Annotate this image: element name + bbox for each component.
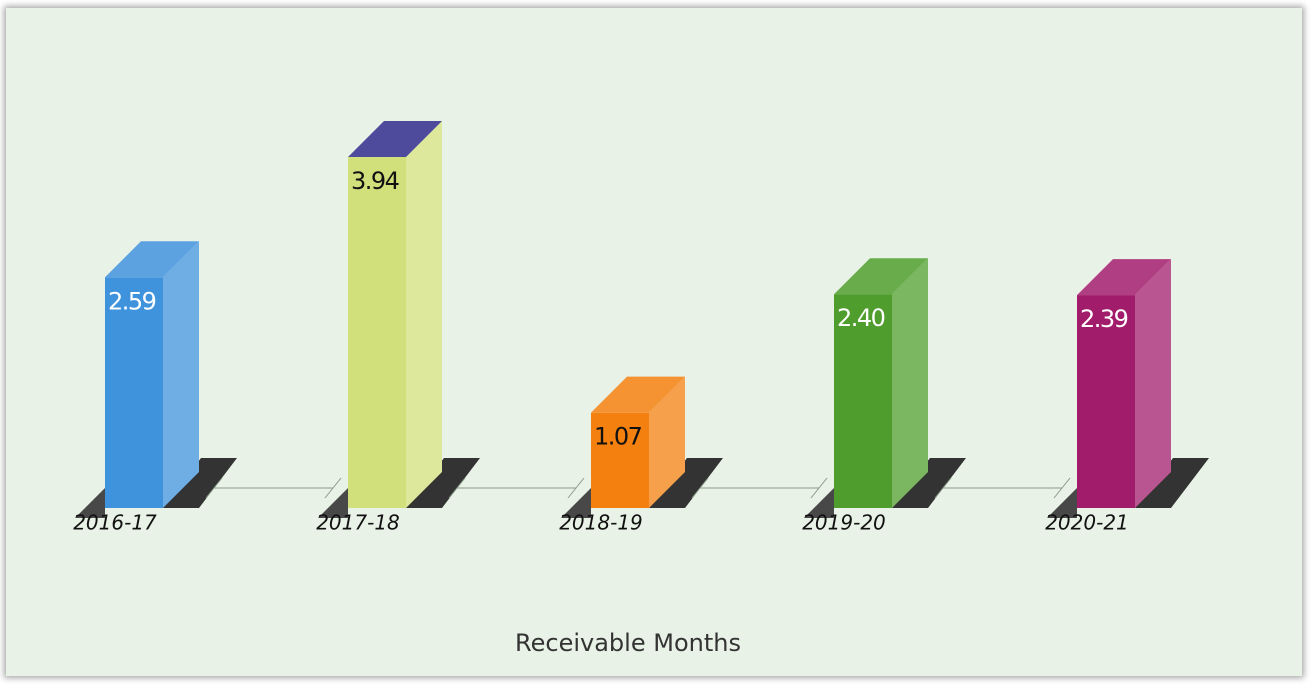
connector [934, 477, 952, 499]
bar-shadow [318, 488, 348, 518]
bar-shadow [406, 458, 480, 508]
bar [105, 241, 199, 509]
bar-shadow [1047, 488, 1077, 518]
bar-top [591, 376, 685, 413]
bar-side [649, 376, 685, 508]
value-label: 2.40 [837, 304, 885, 332]
value-label: 1.07 [594, 423, 642, 451]
x-tick-label: 2019-20 [802, 511, 886, 535]
bar-shadow [75, 488, 105, 518]
bar-front [834, 294, 892, 508]
connector [205, 477, 223, 499]
bar-shadow [561, 488, 591, 518]
bar-side [163, 241, 199, 509]
bar-top [348, 121, 442, 157]
connector [567, 477, 585, 499]
bar-shadow [804, 488, 834, 518]
connector [324, 477, 342, 499]
bar [591, 376, 685, 508]
bar-front [591, 412, 649, 508]
bar [348, 121, 442, 508]
x-tick-label: 2018-19 [559, 511, 643, 535]
bar-front [1077, 295, 1135, 508]
connector [691, 477, 709, 499]
bar-side [1135, 259, 1171, 508]
connector [1053, 477, 1071, 499]
bar-side [406, 121, 442, 508]
bar [1077, 259, 1171, 508]
bar-shadow [163, 458, 237, 508]
bar-front [105, 277, 163, 508]
bar [834, 258, 928, 508]
x-tick-label: 2020-21 [1045, 511, 1129, 535]
chart-title: Receivable Months [515, 629, 741, 657]
value-label: 2.59 [108, 287, 156, 315]
bar-top [834, 258, 928, 295]
bar-top [105, 241, 199, 278]
bar-shadow [1135, 458, 1209, 508]
bar-top [1077, 259, 1171, 296]
connector [448, 477, 466, 499]
bar-front [348, 157, 406, 508]
bar-shadow [649, 458, 723, 508]
bar-shadow [892, 458, 966, 508]
connector [810, 477, 828, 499]
x-tick-label: 2017-18 [316, 511, 400, 535]
x-tick-label: 2016-17 [73, 511, 157, 535]
value-label: 2.39 [1080, 305, 1128, 333]
bar-side [892, 258, 928, 508]
value-label: 3.94 [351, 167, 399, 195]
